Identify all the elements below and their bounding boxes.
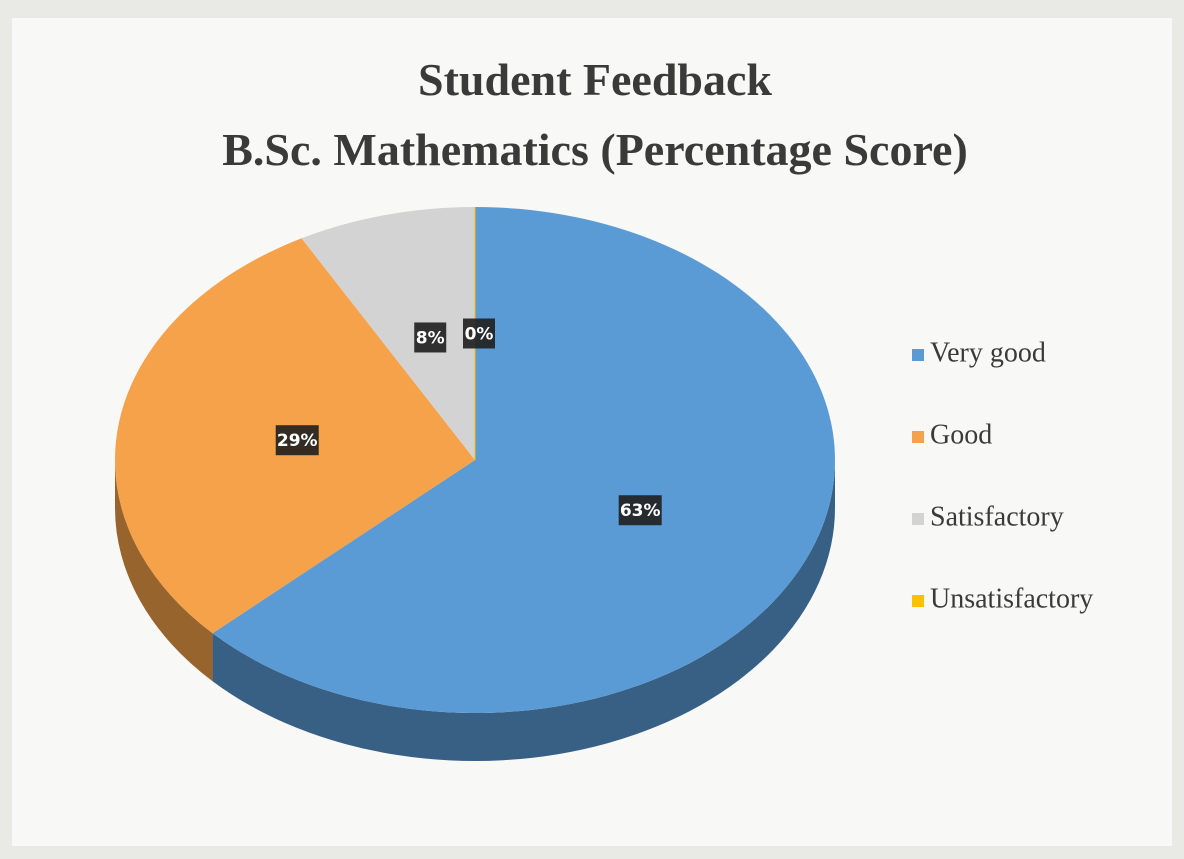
legend-label: Unsatisfactory	[930, 583, 1093, 614]
data-label-box	[463, 318, 495, 349]
chart-title: Student Feedback	[418, 54, 772, 105]
data-label-box	[618, 495, 662, 526]
legend-swatch	[912, 349, 924, 361]
legend-swatch	[912, 513, 924, 525]
data-label-box	[414, 322, 447, 353]
slice	[301, 207, 475, 460]
data-label: 29%	[277, 431, 318, 451]
legend-label: Very good	[930, 337, 1046, 368]
data-label: 63%	[620, 501, 661, 521]
legend: Very good Good Satisfactory Unsatisfactory	[912, 337, 1093, 614]
slice	[212, 207, 835, 713]
legend-swatch	[912, 595, 924, 607]
data-labels: 63% 29% 8% 0%	[275, 318, 662, 526]
legend-label: Good	[930, 419, 992, 450]
data-label: 8%	[416, 328, 445, 348]
slice-side	[115, 460, 213, 682]
data-label: 0%	[465, 325, 494, 345]
legend-swatch	[912, 431, 924, 443]
pie	[114, 207, 835, 761]
data-label-box	[275, 425, 319, 456]
legend-label: Satisfactory	[930, 501, 1064, 532]
slice-side	[212, 460, 835, 761]
chart-subtitle: B.Sc. Mathematics (Percentage Score)	[222, 124, 968, 175]
